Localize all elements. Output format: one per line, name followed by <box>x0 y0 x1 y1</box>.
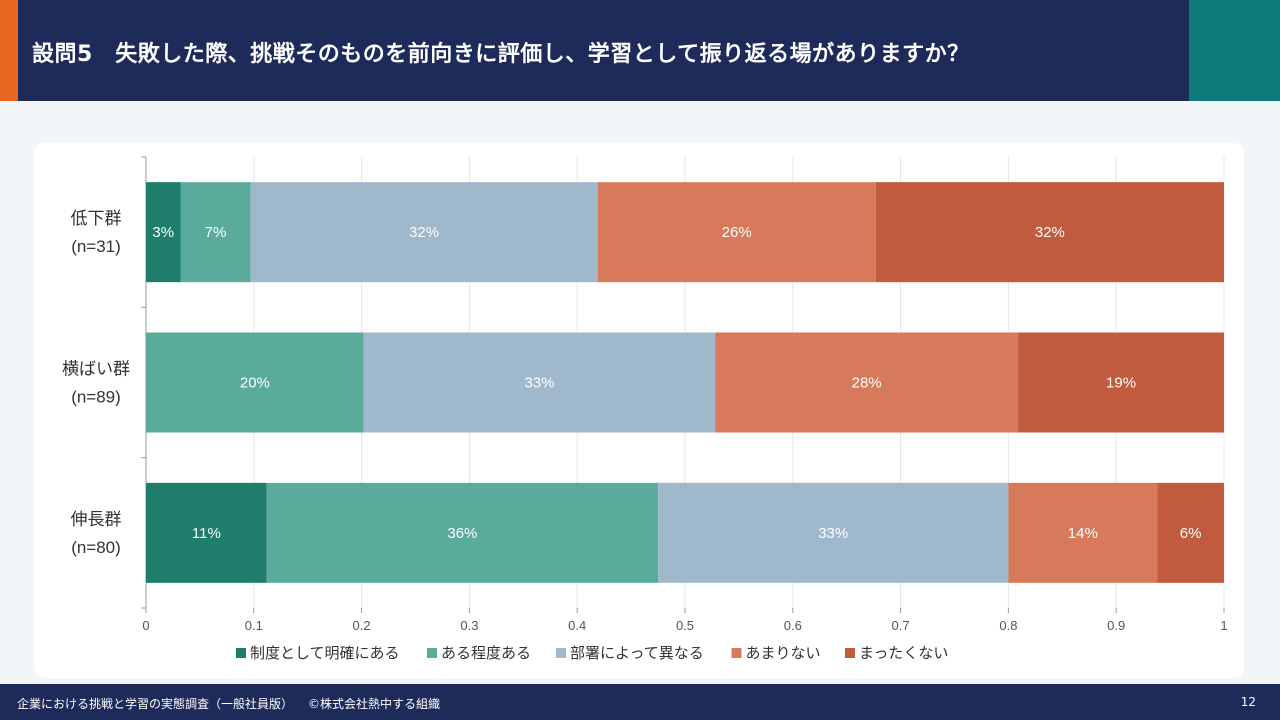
category-label: 横ばい群 <box>62 360 130 380</box>
data-label: 32% <box>409 224 439 241</box>
category-count: (n=89) <box>71 388 121 407</box>
accent-stripe <box>0 0 18 101</box>
bar-segment <box>363 332 716 433</box>
x-tick-label: 0.8 <box>999 618 1017 633</box>
data-label: 20% <box>240 375 270 392</box>
bar-segment <box>180 182 251 283</box>
category-count: (n=80) <box>71 538 121 557</box>
x-tick-label: 0 <box>142 618 149 633</box>
legend-swatch <box>236 648 246 658</box>
x-tick-label: 0.3 <box>460 618 478 633</box>
legend-swatch <box>556 648 566 658</box>
legend-label: 制度として明確にある <box>250 644 400 662</box>
data-label: 32% <box>1035 224 1065 241</box>
bar-segment <box>146 182 181 283</box>
x-tick-label: 0.4 <box>568 618 586 633</box>
legend-swatch <box>731 648 742 658</box>
footer: 企業における挑戦と学習の実態調査（一般社員版） ©株式会社熱中する組織 12 <box>0 684 1280 720</box>
category-label: 低下群 <box>71 209 122 229</box>
data-label: 3% <box>152 224 174 241</box>
legend-label: ある程度ある <box>441 644 531 662</box>
legend-swatch <box>427 648 437 658</box>
legend-label: あまりない <box>746 644 821 662</box>
data-label: 7% <box>205 224 227 241</box>
category-label: 伸長群 <box>71 510 122 530</box>
data-label: 33% <box>818 525 848 542</box>
bar-segment <box>1018 332 1224 433</box>
category-count: (n=31) <box>71 237 121 256</box>
data-label: 19% <box>1106 375 1136 392</box>
x-tick-label: 0.1 <box>245 618 263 633</box>
x-tick-label: 0.7 <box>892 618 910 633</box>
bar-segment <box>875 182 1224 283</box>
legend-label: 部署によって異なる <box>570 644 704 662</box>
data-label: 26% <box>722 224 752 241</box>
data-label: 33% <box>524 375 554 392</box>
x-tick-label: 0.6 <box>784 618 802 633</box>
data-label: 36% <box>447 525 477 542</box>
x-tick-label: 0.9 <box>1107 618 1125 633</box>
bar-segment <box>597 182 876 283</box>
data-label: 14% <box>1068 525 1098 542</box>
footer-copyright: ©株式会社熱中する組織 <box>308 697 441 711</box>
x-tick-label: 0.5 <box>676 618 694 633</box>
legend-label: まったくない <box>859 644 948 662</box>
x-tick-label: 0.2 <box>353 618 371 633</box>
data-label: 28% <box>852 375 882 392</box>
bar-segment <box>266 482 659 583</box>
page-number: 12 <box>1240 695 1256 709</box>
header-bar <box>0 0 1280 101</box>
accent-block <box>1189 0 1280 101</box>
bar-segment <box>658 482 1009 583</box>
legend-swatch <box>845 648 855 658</box>
data-label: 11% <box>192 525 221 542</box>
bar-segment <box>146 482 267 583</box>
bar-segment <box>250 182 598 283</box>
page-title: 設問5 失敗した際、挑戦そのものを前向きに評価し、学習として振り返る場があります… <box>32 42 970 67</box>
bar-segment <box>1008 482 1158 583</box>
bar-segment <box>146 332 364 433</box>
bar-segment <box>715 332 1019 433</box>
x-tick-label: 1 <box>1220 618 1227 633</box>
data-label: 6% <box>1180 525 1202 542</box>
bar-segment <box>1157 482 1224 583</box>
footer-source: 企業における挑戦と学習の実態調査（一般社員版） <box>17 697 294 711</box>
